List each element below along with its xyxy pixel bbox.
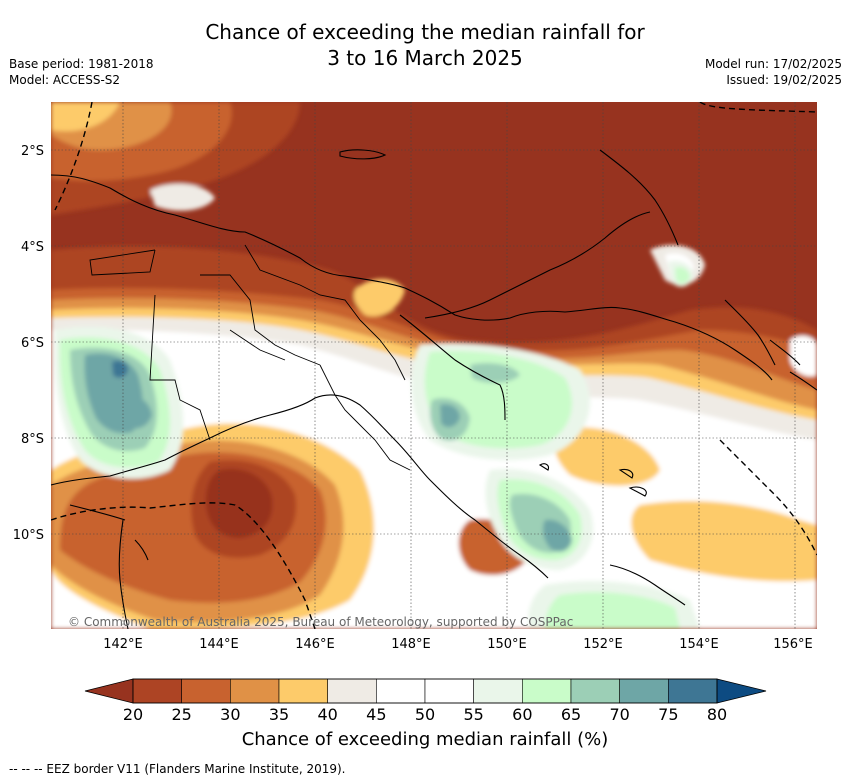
papuan-peninsula [399,314,506,421]
torres-strait-islands [69,504,149,561]
map-info-left: Base period: 1981-2018 Model: ACCESS-S2 [9,56,154,88]
model-label: Model: ACCESS-S2 [9,73,121,87]
colorbar-outline [132,678,718,704]
colorbar-tick-label: 45 [366,705,386,724]
band-75-80-west [112,360,128,378]
lon-label-144e: 144°E [199,637,239,652]
colorbar-tick-label: 75 [658,705,678,724]
new-britain-coast [424,211,651,319]
band-70-75-southeast [542,519,572,552]
colorbar-cell [570,678,620,704]
lon-label-152e: 152°E [583,637,623,652]
base-period-label: Base period: 1981-2018 [9,57,154,71]
colorbar-cell [522,678,572,704]
lat-label-4s: 4°S [21,240,44,255]
lon-label-150e: 150°E [487,637,527,652]
solomon-islands [769,339,817,391]
colorbar-ticks: 20 25 30 35 40 45 50 55 60 65 70 75 80 [123,705,727,724]
trobriand-islands [538,463,647,497]
band-warm-below-20 [205,468,273,538]
lon-label-146e: 146°E [295,637,335,652]
lon-label-156e: 156°E [773,637,813,652]
lat-label-10s: 10°S [13,528,44,543]
colorbar-tick-label: 35 [269,705,289,724]
model-run-label: Model run: 17/02/2025 [704,57,842,71]
colorbar-tick-label: 25 [171,705,191,724]
colorbar-cell [278,678,328,704]
lat-label-2s: 2°S [21,144,44,159]
longitude-labels: 142°E 144°E 146°E 148°E 150°E 152°E 154°… [103,637,813,652]
colorbar-cell [230,678,280,704]
colorbar-cell [327,678,377,704]
manus-island [339,149,387,160]
colorbar-cell [668,678,718,704]
colorbar-cell [473,678,523,704]
colorbar-tick-label: 65 [561,705,581,724]
map-title-line-2: 3 to 16 March 2025 [327,46,523,70]
issued-label: Issued: 19/02/2025 [726,73,842,87]
colorbar-cell [619,678,669,704]
colorbar-cell [132,678,182,704]
eez-borders [51,102,817,629]
map-title-line-1: Chance of exceeding the median rainfall … [205,20,645,44]
colorbar-cell [376,678,426,704]
lon-label-148e: 148°E [391,637,431,652]
bougainville-coast [724,299,776,366]
map-title: Chance of exceeding the median rainfall … [0,19,850,71]
latitude-labels: 2°S 4°S 6°S 8°S 10°S [13,144,44,543]
lat-label-6s: 6°S [21,336,44,351]
cape-york-coast [118,519,129,629]
colorbar-cell [181,678,231,704]
provincial-borders [89,244,411,471]
lat-label-8s: 8°S [21,432,44,447]
band-60-65-east [675,267,690,284]
colorbar-tick-label: 50 [415,705,435,724]
lon-label-142e: 142°E [103,637,143,652]
band-70-75-central [440,404,460,428]
copyright-notice: © Commonwealth of Australia 2025, Bureau… [68,615,573,629]
probability-field [51,102,817,629]
colorbar-tick-label: 70 [609,705,629,724]
colorbar-tick-label: 20 [123,705,143,724]
colorbar-label: Chance of exceeding median rainfall (%) [241,729,609,750]
louisiade-archipelago [609,564,686,606]
grid-lines [51,102,817,629]
map-info-right: Model run: 17/02/2025 Issued: 19/02/2025 [705,56,842,88]
probability-contours [51,102,817,629]
colorbar-cell [424,678,474,704]
colorbar-tick-label: 30 [220,705,240,724]
colorbar: 20 25 30 35 40 45 50 55 60 65 70 75 80 [84,678,767,724]
colorbar-cells [132,678,718,704]
colorbar-tick-label: 40 [317,705,337,724]
eez-legend: -- -- -- EEZ border V11 (Flanders Marine… [9,762,346,776]
colorbar-tick-label: 80 [707,705,727,724]
colorbar-tick-label: 55 [463,705,483,724]
new-guinea-north-coast [51,174,773,381]
lon-label-154e: 154°E [679,637,719,652]
colorbar-tick-label: 60 [512,705,532,724]
new-ireland-coast [599,149,679,246]
band-70-75-west [84,353,152,434]
colorbar-high-extension [716,678,767,704]
colorbar-low-extension [84,678,134,704]
